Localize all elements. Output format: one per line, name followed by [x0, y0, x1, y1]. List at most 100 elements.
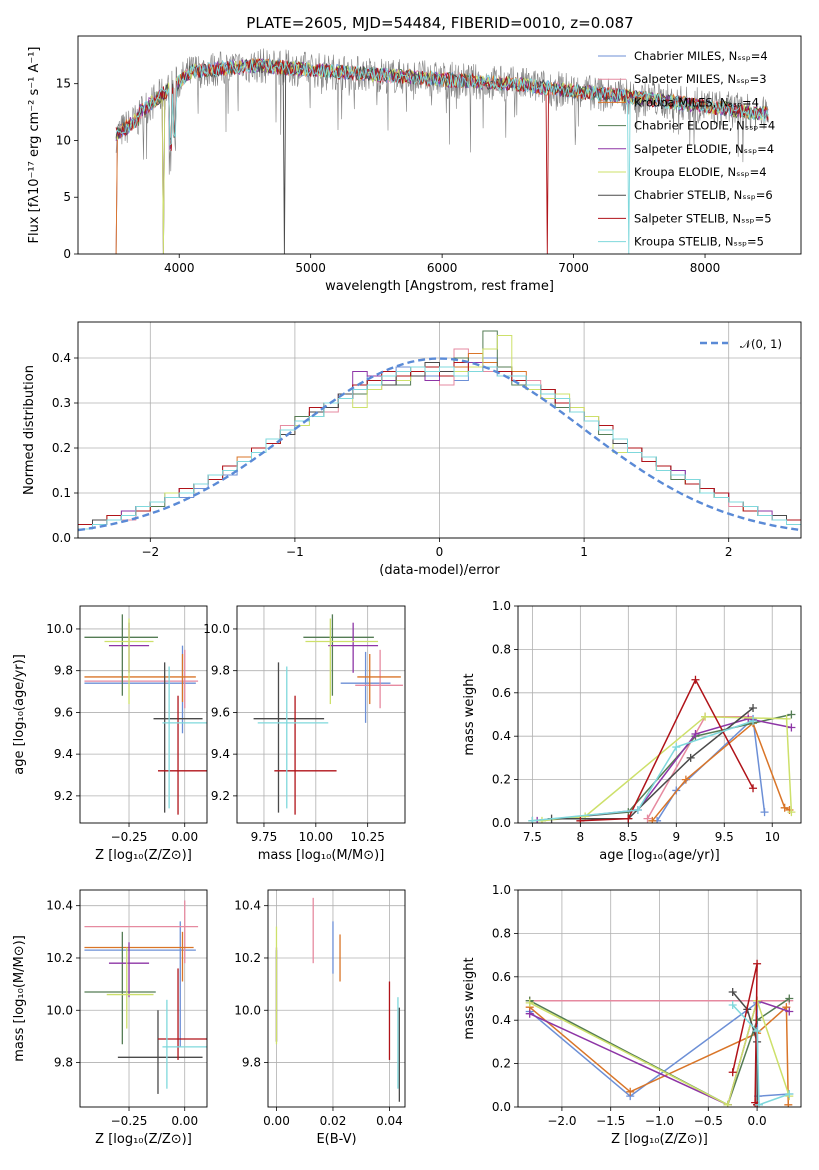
x-axis-label: age [log₁₀(age/yr)] — [599, 848, 720, 863]
weight-line — [651, 721, 790, 822]
weight-marker — [753, 959, 762, 968]
figure-title: PLATE=2605, MJD=54484, FIBERID=0010, z=0… — [246, 14, 633, 32]
weight-marker — [648, 816, 657, 823]
y-tick-label: 0.4 — [52, 351, 71, 365]
y-tick-label: 0.4 — [492, 729, 511, 743]
y-tick-label: 9.8 — [242, 1056, 261, 1070]
legend-entry: Kroupa STELIB, Nₛₛₚ=5 — [634, 235, 764, 249]
legend-entry: Kroupa ELODIE, Nₛₛₚ=4 — [634, 165, 767, 179]
weight-marker — [633, 805, 642, 814]
axes-frame — [267, 889, 406, 1108]
weight-marker — [528, 816, 537, 823]
x-tick-label: 2 — [725, 545, 733, 559]
spectrum-panel: 4000 5000 6000 7000 8000 0 5 10 15 wavelength [An… — [27, 35, 802, 294]
weight-marker — [672, 743, 681, 752]
y-tick-label: 9.4 — [211, 747, 230, 761]
y-tick-label: 0.0 — [492, 1100, 511, 1114]
x-axis-label: (data-model)/error — [379, 563, 500, 578]
legend-entry: Salpeter STELIB, Nₛₛₚ=5 — [634, 211, 772, 225]
x-tick-label: 0.00 — [263, 1114, 290, 1128]
y-axis-label: mass weight — [462, 673, 477, 755]
y-tick-label: 9.8 — [54, 664, 73, 678]
weight-marker — [728, 987, 737, 996]
y-tick-label: 5 — [63, 190, 71, 204]
weight-marker — [753, 1016, 762, 1025]
residuals-panel: −2 −1 0 1 2 0.0 0.1 0.2 0.3 0.4 (data-model)/error… — [22, 321, 802, 578]
y-tick-label: 0.6 — [492, 686, 511, 700]
weight-line — [580, 678, 754, 822]
weight-marker — [780, 803, 789, 812]
weight-marker — [576, 816, 585, 823]
weight-line — [532, 713, 792, 822]
legend-entry: Chabrier ELODIE, Nₛₛₚ=4 — [634, 119, 775, 133]
x-tick-label: 1 — [580, 545, 588, 559]
y-tick-label: 10.4 — [234, 899, 261, 913]
legend-entry: Salpeter MILES, Nₛₛₚ=3 — [634, 72, 767, 86]
weight-marker — [787, 710, 796, 719]
weight-marker — [643, 814, 652, 823]
weight-marker — [723, 1100, 732, 1107]
legend-entry: Chabrier MILES, Nₛₛₚ=4 — [634, 49, 768, 63]
weight-marker — [755, 1100, 764, 1107]
y-tick-label: 10.0 — [46, 622, 73, 636]
y-tick-label: 9.6 — [54, 705, 73, 719]
legend-entry: Chabrier STELIB, Nₛₛₚ=6 — [634, 188, 773, 202]
weight-marker — [744, 714, 753, 723]
y-tick-label: 10.2 — [234, 951, 261, 965]
axes-frame — [236, 605, 406, 824]
x-axis-label: Z [log₁₀(Z/Z⊙)] — [95, 848, 192, 863]
x-tick-label: −2 — [141, 545, 159, 559]
x-tick-label: 8.5 — [619, 830, 638, 844]
weight-line — [732, 1004, 790, 1106]
x-tick-label: −2.0 — [547, 1114, 576, 1128]
weight-marker — [749, 784, 758, 793]
weight-marker — [624, 814, 633, 823]
weight-vs-Z-panel: −2.0 −1.5 −1.0 −0.5 0.0 0.0 0.2 0.4 0.6 0.8 1.0 Z [… — [462, 883, 802, 1147]
axes-frame — [79, 605, 208, 824]
y-tick-label: 10.0 — [203, 622, 230, 636]
x-tick-label: −1 — [286, 545, 304, 559]
y-tick-label: 0.2 — [492, 1057, 511, 1071]
normal-curve — [78, 357, 801, 532]
x-axis-label: Z [log₁₀(Z/Z⊙)] — [95, 1132, 192, 1147]
weight-series — [528, 675, 796, 823]
y-tick-label: 10.2 — [46, 951, 73, 965]
y-tick-label: 0.0 — [492, 816, 511, 830]
observed-spectrum — [115, 48, 769, 175]
weight-line — [551, 707, 754, 820]
x-tick-label: 0.04 — [376, 1114, 403, 1128]
y-tick-label: 10.0 — [234, 1003, 261, 1017]
y-tick-label: 9.4 — [54, 747, 73, 761]
weight-series — [525, 959, 794, 1107]
axes-frame — [77, 321, 802, 539]
x-tick-label: 4000 — [164, 261, 195, 275]
weight-marker — [525, 1009, 534, 1018]
y-tick-label: 15 — [56, 77, 71, 91]
x-axis-label: wavelength [Angstrom, rest frame] — [325, 279, 554, 294]
histogram-step — [78, 366, 801, 530]
weight-marker — [784, 1100, 793, 1107]
x-tick-label: 9 — [672, 830, 680, 844]
axes-frame — [517, 605, 802, 824]
x-tick-label: 0.00 — [171, 830, 198, 844]
spectrum-lines — [115, 48, 769, 254]
y-tick-label: 0.4 — [492, 1013, 511, 1027]
x-tick-label: 10 — [765, 830, 780, 844]
mass-vs-Z-panel: −0.25 0.00 9.8 10.0 10.2 10.4 Z [log₁₀(Z/Z⊙)] m… — [12, 889, 208, 1147]
y-tick-label: 0.0 — [52, 531, 71, 545]
errorbar-series — [275, 897, 401, 1102]
legend: 𝒩(0, 1) — [700, 337, 782, 351]
mass-vs-ebv-panel: 0.00 0.02 0.04 9.8 10.0 10.2 10.4 E(B-V) — [234, 889, 406, 1147]
y-tick-label: 9.8 — [54, 1056, 73, 1070]
weight-line — [656, 717, 766, 822]
y-tick-label: 1.0 — [492, 599, 511, 613]
legend: Chabrier MILES, Nₛₛₚ=4 Salpeter MILES, Nₛ… — [598, 49, 775, 249]
age-vs-mass-panel: 9.75 10.00 10.25 9.2 9.4 9.6 9.8 10.0 mass [log₁… — [203, 605, 406, 863]
errorbar-series — [253, 614, 403, 815]
weight-marker — [785, 1007, 794, 1016]
x-tick-label: 8000 — [690, 261, 721, 275]
y-tick-label: 9.2 — [211, 789, 230, 803]
weight-marker — [749, 717, 758, 726]
histogram-series — [78, 330, 801, 532]
